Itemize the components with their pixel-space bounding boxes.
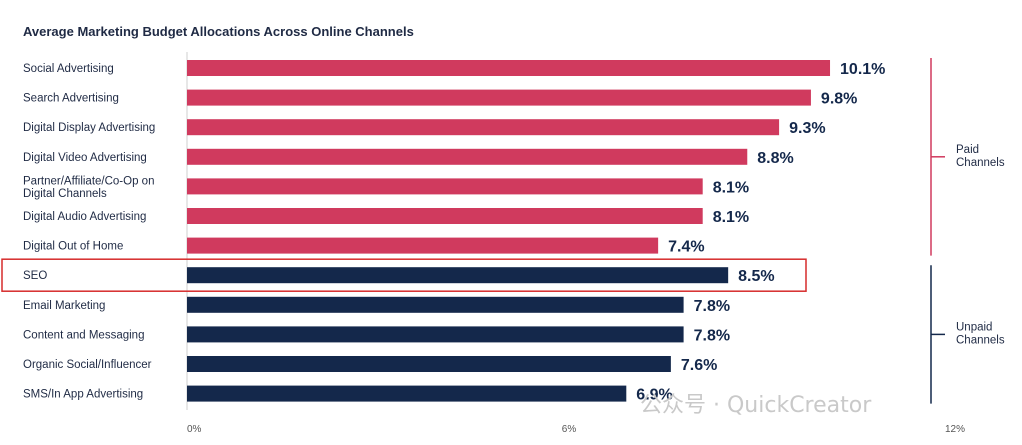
watermark-text: 公众号 · QuickCreator xyxy=(640,393,872,418)
category-label: Organic Social/Influencer xyxy=(23,359,152,371)
value-label: 7.8% xyxy=(694,298,730,315)
x-tick-label: 6% xyxy=(562,424,577,435)
bar xyxy=(187,385,627,402)
category-label: Digital Video Advertising xyxy=(23,152,147,164)
bar xyxy=(187,89,811,106)
bar xyxy=(187,237,659,254)
value-label: 8.1% xyxy=(713,209,749,226)
group-label: Paid Channels xyxy=(956,144,1005,169)
category-label: Partner/Affiliate/Co-Op on Digital Channe… xyxy=(23,175,154,200)
value-label: 7.6% xyxy=(681,357,717,374)
value-label: 8.5% xyxy=(738,268,774,285)
category-label: Digital Out of Home xyxy=(23,241,123,253)
category-label: Email Marketing xyxy=(23,300,105,312)
value-label: 10.1% xyxy=(840,61,885,78)
bar xyxy=(187,296,684,313)
highlight-box xyxy=(1,258,807,292)
category-label: Social Advertising xyxy=(23,63,114,75)
category-label: SMS/In App Advertising xyxy=(23,389,143,401)
value-label: 7.4% xyxy=(668,239,704,256)
chart-title: Average Marketing Budget Allocations Acr… xyxy=(23,24,414,39)
bar xyxy=(187,119,780,136)
category-label: Content and Messaging xyxy=(23,329,144,341)
bar xyxy=(187,267,729,284)
bar xyxy=(187,60,831,76)
bar xyxy=(187,326,684,343)
value-label: 9.3% xyxy=(789,120,825,137)
x-tick-label: 0% xyxy=(187,424,202,435)
category-label: Digital Display Advertising xyxy=(23,122,155,134)
value-label: 9.8% xyxy=(821,91,857,108)
bar xyxy=(187,208,703,224)
bar xyxy=(187,148,748,165)
group-label: Unpaid Channels xyxy=(956,321,1005,346)
bar xyxy=(187,178,703,195)
value-label: 7.8% xyxy=(694,327,730,344)
category-label: SEO xyxy=(23,270,47,282)
x-tick-label: 12% xyxy=(945,424,965,435)
bar xyxy=(187,356,671,372)
category-label: Search Advertising xyxy=(23,93,119,105)
value-label: 8.8% xyxy=(757,150,793,167)
value-label: 8.1% xyxy=(713,179,749,196)
category-label: Digital Audio Advertising xyxy=(23,211,146,223)
value-label: 6.9% xyxy=(636,387,672,404)
